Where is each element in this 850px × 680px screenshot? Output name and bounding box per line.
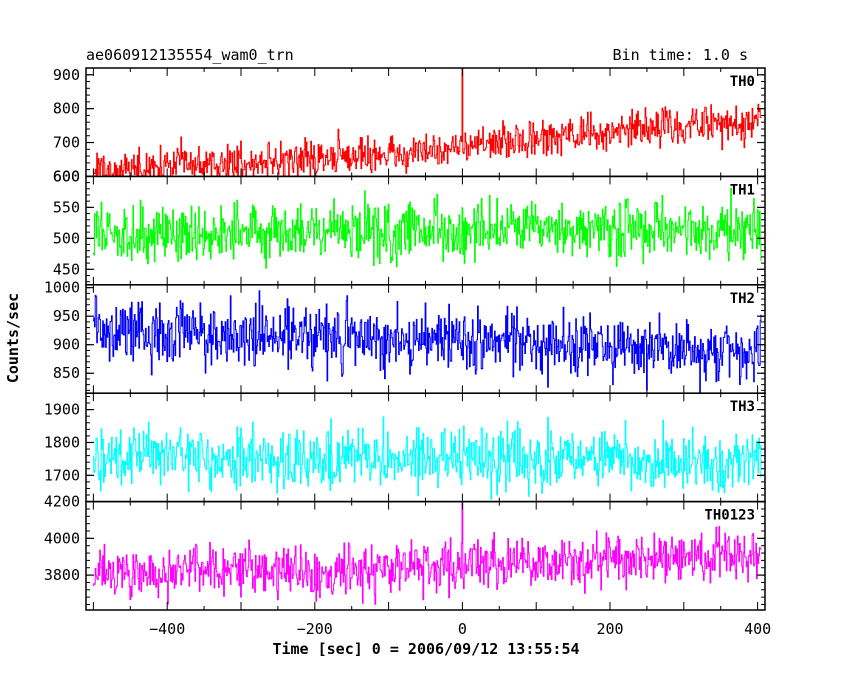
panel-th2: 850 900 950 1000 TH2 bbox=[44, 279, 766, 394]
bin-time-label: Bin time: 1.0 s bbox=[613, 46, 748, 64]
light-curve-title: ae060912135554_wam0_trn bbox=[86, 46, 294, 64]
y-tick-label: 450 bbox=[53, 260, 80, 278]
y-tick-label: 900 bbox=[53, 66, 80, 84]
y-tick-label: 1900 bbox=[44, 401, 80, 419]
series-line-th0 bbox=[93, 68, 762, 177]
x-axis-title: Time [sec] 0 = 2006/09/12 13:55:54 bbox=[272, 640, 579, 658]
series-line-th0123 bbox=[93, 501, 762, 605]
y-tick-label: 1000 bbox=[44, 279, 80, 297]
y-tick-label: 900 bbox=[53, 336, 80, 354]
y-tick-label: 800 bbox=[53, 100, 80, 118]
x-axis: −400 −200 0 200 400 bbox=[149, 620, 771, 638]
x-tick-label: −200 bbox=[297, 620, 333, 638]
series-line-th3 bbox=[93, 416, 762, 500]
x-tick-label: 400 bbox=[744, 620, 771, 638]
panel-th0: 600 700 800 900 TH0 bbox=[53, 66, 766, 185]
y-tick-label: 600 bbox=[53, 167, 80, 185]
y-tick-label: 4200 bbox=[44, 493, 80, 511]
y-tick-label: 950 bbox=[53, 307, 80, 325]
x-tick-label: 0 bbox=[458, 620, 467, 638]
y-axis-title: Counts/sec bbox=[4, 293, 22, 383]
y-tick-label: 500 bbox=[53, 229, 80, 247]
x-tick-label: −400 bbox=[149, 620, 185, 638]
panel-th0123: 3800 4000 4200 TH0123 bbox=[44, 493, 766, 611]
panel-label-th0: TH0 bbox=[730, 74, 755, 90]
y-tick-label: 550 bbox=[53, 198, 80, 216]
y-tick-label: 600 bbox=[53, 167, 80, 185]
panel-label-th2: TH2 bbox=[730, 291, 755, 307]
series-line-th2 bbox=[93, 290, 762, 394]
panel-label-th3: TH3 bbox=[730, 399, 755, 415]
y-tick-label: 1700 bbox=[44, 466, 80, 484]
y-tick-label: 700 bbox=[53, 134, 80, 152]
series-line-th1 bbox=[93, 187, 762, 269]
x-tick-label: 200 bbox=[596, 620, 623, 638]
y-tick-label: 1800 bbox=[44, 433, 80, 451]
panel-label-th0123: TH0123 bbox=[704, 508, 755, 524]
y-tick-label: 3800 bbox=[44, 566, 80, 584]
panel-th1: 450 500 550 600 TH1 bbox=[53, 167, 766, 286]
y-tick-label: 850 bbox=[53, 364, 80, 382]
y-tick-label: 4000 bbox=[44, 529, 80, 547]
panel-label-th1: TH1 bbox=[730, 182, 755, 198]
panel-th3: 1700 1800 1900 TH3 bbox=[44, 392, 766, 503]
